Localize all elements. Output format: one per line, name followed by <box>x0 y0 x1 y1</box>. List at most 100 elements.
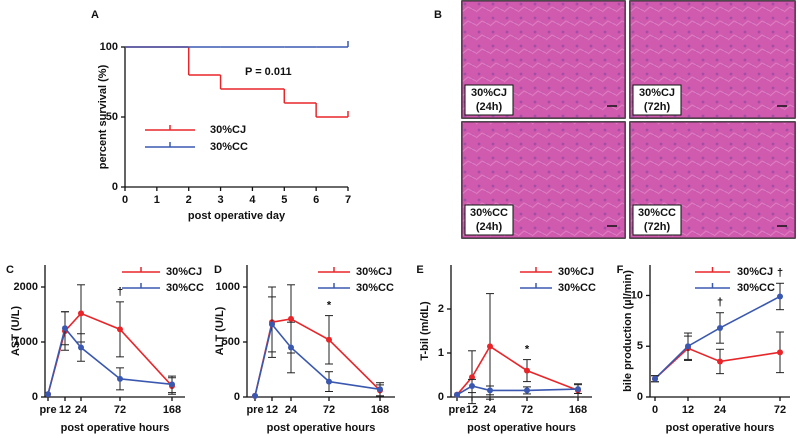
y-axis-title: percent survival (%) <box>97 64 109 169</box>
y-tick-label: 100 <box>100 41 118 53</box>
legend-label: 30%CC <box>210 141 248 153</box>
data-point <box>326 378 332 385</box>
x-tick-label: 72 <box>521 404 533 416</box>
x-tick-label: 3 <box>218 194 224 206</box>
x-tick-label: 0 <box>652 404 658 416</box>
x-axis-title: post operative hours <box>666 422 775 434</box>
y-axis-title: bile production (µl/min) <box>622 270 634 392</box>
data-point <box>117 326 123 333</box>
series-line <box>254 322 381 397</box>
data-point <box>288 315 294 322</box>
panel-label: B <box>434 9 442 21</box>
series-line <box>654 347 781 380</box>
data-point <box>777 293 783 300</box>
data-point <box>575 386 581 393</box>
x-tick-label: 12 <box>59 404 71 416</box>
y-axis-title: ALT (U/L) <box>214 306 226 355</box>
label-box <box>632 84 682 116</box>
label-box <box>464 204 514 236</box>
data-point <box>652 375 658 382</box>
data-point <box>78 344 84 351</box>
data-point <box>117 375 123 382</box>
data-point <box>685 343 691 350</box>
y-tick-label: 50 <box>106 111 118 123</box>
data-point <box>717 324 723 331</box>
x-tick-label: 4 <box>249 194 256 206</box>
y-tick-label: 1000 <box>216 281 240 293</box>
data-point <box>62 325 68 332</box>
x-tick-label: 24 <box>75 404 88 416</box>
x-tick-label: 72 <box>323 404 335 416</box>
x-axis-title: post operative hours <box>467 422 576 434</box>
data-point <box>169 381 175 388</box>
legend-label: 30%CJ <box>210 124 246 136</box>
data-point <box>777 349 783 356</box>
y-tick-label: 2 <box>438 303 444 315</box>
series-line <box>456 385 579 396</box>
y-tick-label: 0 <box>112 181 118 193</box>
x-tick-label: 72 <box>774 404 786 416</box>
image-time: (72h) <box>644 221 671 233</box>
panel-label: A <box>91 9 99 21</box>
y-tick-label: 0 <box>438 391 444 403</box>
y-tick-label: 500 <box>222 336 240 348</box>
panel-label: C <box>6 264 14 276</box>
data-point <box>717 358 723 365</box>
x-axis-title: post operative day <box>188 210 286 222</box>
image-time: (24h) <box>476 101 503 113</box>
image-time: (24h) <box>476 221 503 233</box>
y-tick-label: 1000 <box>14 336 38 348</box>
x-tick-label: 24 <box>714 404 727 416</box>
data-point <box>288 344 294 351</box>
significance-mark: † <box>717 297 723 309</box>
x-axis-title: post operative hours <box>61 422 170 434</box>
data-point <box>45 391 51 398</box>
data-point <box>269 321 275 328</box>
legend-label: 30%CJ <box>737 266 773 278</box>
x-tick-label: 12 <box>682 404 694 416</box>
data-point <box>487 387 493 394</box>
significance-mark: † <box>777 267 783 279</box>
significance-mark: * <box>525 344 530 356</box>
legend-label: 30%CC <box>737 282 775 294</box>
data-point <box>469 383 475 389</box>
legend-label: 30%CJ <box>166 266 202 278</box>
data-point <box>252 392 258 399</box>
panel-label: F <box>617 264 624 276</box>
legend-label: 30%CC <box>558 282 596 294</box>
data-point <box>326 336 332 343</box>
legend-label: 30%CC <box>166 282 204 294</box>
image-group: 30%CC <box>638 207 676 219</box>
x-tick-label: 168 <box>163 404 181 416</box>
legend-label: 30%CJ <box>356 266 392 278</box>
series-line <box>47 326 173 395</box>
y-tick-label: 0 <box>234 391 240 403</box>
legend-label: 30%CJ <box>558 266 594 278</box>
x-tick-label: 12 <box>466 404 478 416</box>
y-tick-label: 10 <box>631 289 643 301</box>
legend-label: 30%CC <box>356 282 394 294</box>
significance-mark: † <box>117 286 123 298</box>
data-point <box>487 343 493 350</box>
image-group: 30%CJ <box>471 87 507 99</box>
x-tick-label: pre <box>246 404 263 416</box>
x-tick-label: 1 <box>154 194 160 206</box>
label-box <box>464 84 514 116</box>
y-tick-label: 0 <box>32 391 38 403</box>
x-tick-label: 5 <box>281 194 287 206</box>
y-axis-title: T-bil (m/dL) <box>419 301 431 361</box>
data-point <box>469 374 475 381</box>
x-tick-label: 24 <box>285 404 298 416</box>
panel-label: E <box>416 264 423 276</box>
x-tick-label: 72 <box>114 404 126 416</box>
x-tick-label: pre <box>448 404 465 416</box>
data-point <box>524 387 530 394</box>
image-group: 30%CC <box>470 207 508 219</box>
x-tick-label: 2 <box>186 194 192 206</box>
data-point <box>524 367 530 374</box>
y-tick-label: 2000 <box>14 281 38 293</box>
x-tick-label: 0 <box>122 194 128 206</box>
panel-label: D <box>214 264 222 276</box>
x-tick-label: 168 <box>371 404 389 416</box>
